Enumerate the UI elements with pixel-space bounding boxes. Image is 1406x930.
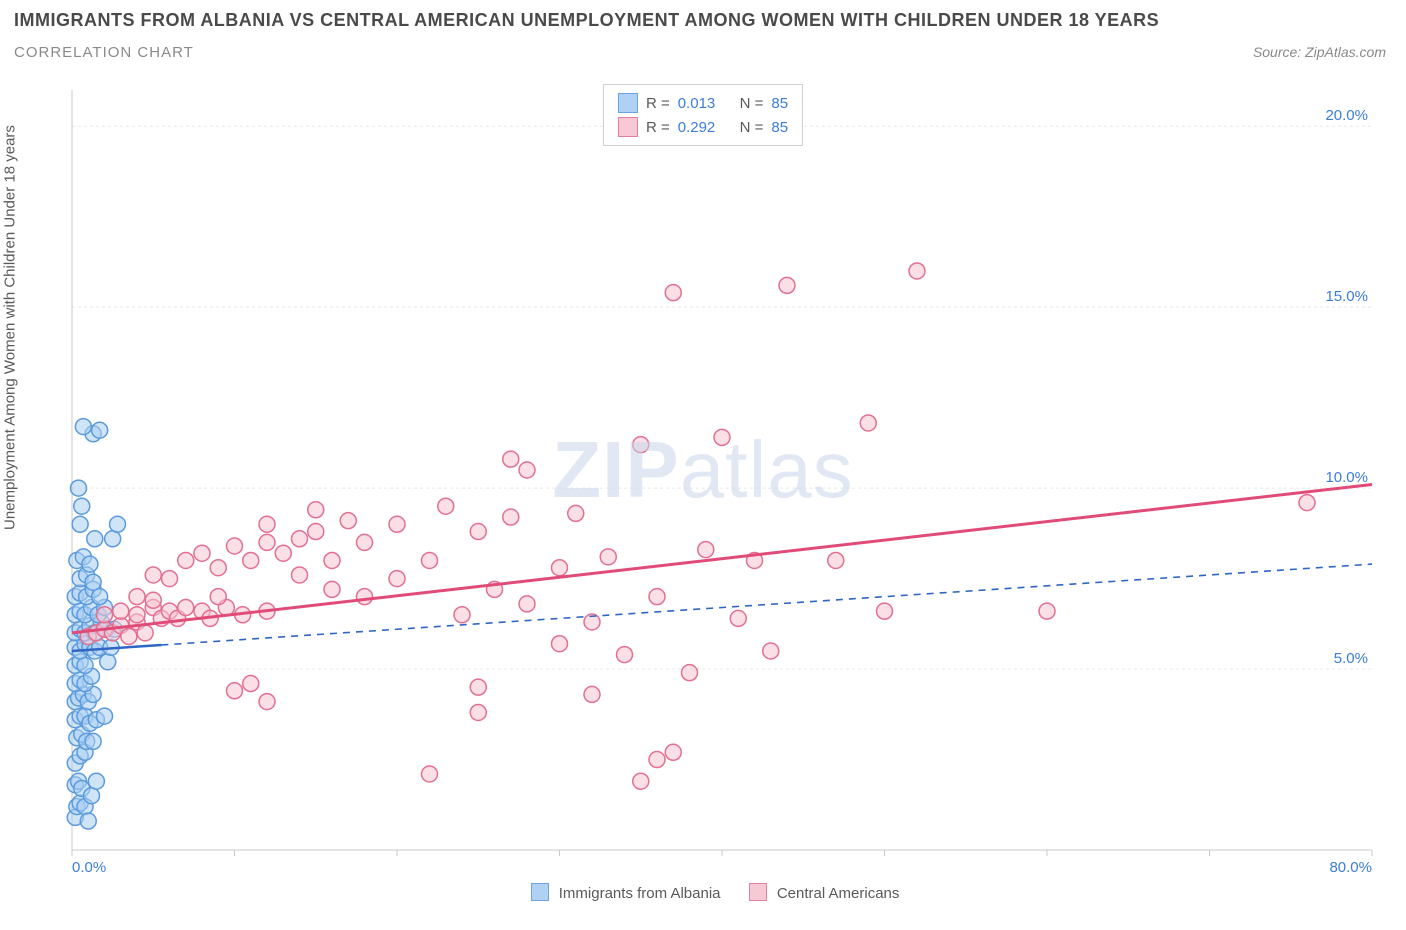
n-label-b: N = xyxy=(740,119,764,136)
svg-text:10.0%: 10.0% xyxy=(1325,469,1368,486)
svg-text:5.0%: 5.0% xyxy=(1334,650,1368,667)
scatter-chart: 5.0% 10.0% 15.0% 20.0% 0.0% 80.0% xyxy=(14,80,1392,880)
n-label-a: N = xyxy=(740,95,764,112)
svg-text:15.0%: 15.0% xyxy=(1325,288,1368,305)
chart-area: Unemployment Among Women with Children U… xyxy=(14,80,1392,910)
svg-text:20.0%: 20.0% xyxy=(1325,107,1368,124)
source-label: Source: ZipAtlas.com xyxy=(1253,44,1386,60)
n-value-a: 85 xyxy=(771,95,788,112)
svg-text:0.0%: 0.0% xyxy=(72,859,106,876)
legend-row-b: R = 0.292 N = 85 xyxy=(618,115,788,139)
svg-text:80.0%: 80.0% xyxy=(1329,859,1372,876)
y-axis-label: Unemployment Among Women with Children U… xyxy=(2,125,19,530)
correlation-legend: R = 0.013 N = 85 R = 0.292 N = 85 xyxy=(603,84,803,146)
legend-row-a: R = 0.013 N = 85 xyxy=(618,91,788,115)
legend-swatch-b-bottom xyxy=(749,883,767,901)
r-value-a: 0.013 xyxy=(678,95,716,112)
bottom-legend: Immigrants from Albania Central American… xyxy=(14,883,1392,902)
legend-swatch-a-bottom xyxy=(531,883,549,901)
legend-swatch-a xyxy=(618,93,638,113)
n-value-b: 85 xyxy=(771,119,788,136)
legend-label-b: Central Americans xyxy=(777,885,900,902)
legend-swatch-b xyxy=(618,117,638,137)
r-value-b: 0.292 xyxy=(678,119,716,136)
legend-label-a: Immigrants from Albania xyxy=(559,885,721,902)
chart-title: IMMIGRANTS FROM ALBANIA VS CENTRAL AMERI… xyxy=(14,10,1159,31)
r-label-a: R = xyxy=(646,95,670,112)
r-label-b: R = xyxy=(646,119,670,136)
chart-subtitle: CORRELATION CHART xyxy=(14,44,194,61)
